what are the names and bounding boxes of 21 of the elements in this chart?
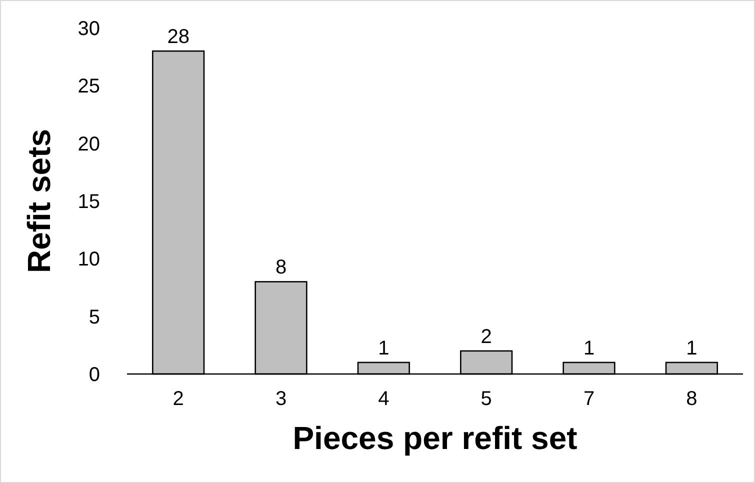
x-tick-label: 2 <box>172 388 184 410</box>
y-tick-label: 20 <box>78 133 100 156</box>
data-label: 2 <box>480 326 492 348</box>
y-tick-label: 15 <box>78 191 100 213</box>
x-tick-label: 8 <box>686 388 698 410</box>
data-label: 1 <box>583 337 595 360</box>
x-tick-label: 7 <box>583 388 595 410</box>
x-tick-label: 5 <box>480 388 492 410</box>
x-tick-label: 4 <box>378 388 390 410</box>
data-label: 8 <box>275 256 287 279</box>
y-tick-label: 5 <box>88 306 100 328</box>
y-tick-label: 0 <box>88 364 100 386</box>
x-tick-label: 3 <box>275 388 287 410</box>
y-axis-title: Refit sets <box>21 128 57 274</box>
x-axis-title: Pieces per refit set <box>292 420 578 456</box>
data-label: 1 <box>378 337 390 360</box>
y-tick-label: 30 <box>78 18 100 40</box>
data-label: 28 <box>167 26 190 48</box>
y-tick-label: 25 <box>78 76 100 98</box>
y-tick-label: 10 <box>78 248 100 271</box>
data-label: 1 <box>686 337 698 360</box>
